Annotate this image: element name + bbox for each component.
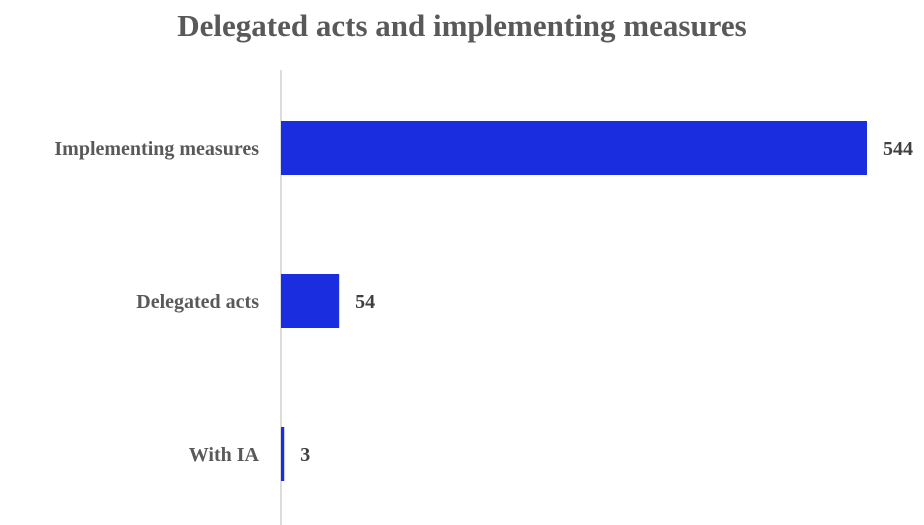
category-label: Implementing measures — [54, 138, 259, 160]
bar-delegated-acts — [281, 274, 340, 328]
category-label: Delegated acts — [136, 291, 259, 313]
bar-implementing-measures — [281, 121, 867, 175]
data-label: 3 — [300, 444, 310, 466]
bars-group: Implementing measures 544 Delegated acts 54… — [54, 121, 913, 481]
data-label: 544 — [883, 138, 913, 160]
bar-with-ia — [281, 427, 285, 481]
data-label: 54 — [355, 291, 375, 313]
chart-title: Delegated acts and implementing measures — [177, 8, 747, 43]
category-label: With IA — [189, 444, 260, 466]
